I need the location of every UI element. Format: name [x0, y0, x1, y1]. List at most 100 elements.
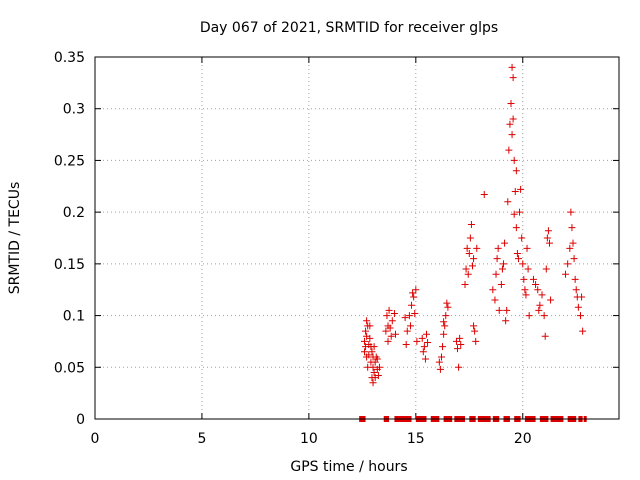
data-point: [521, 286, 529, 294]
data-point: [421, 355, 429, 363]
data-point: [420, 343, 428, 351]
data-point: [519, 260, 527, 268]
data-point: [512, 224, 520, 232]
data-point: [520, 275, 528, 283]
data-point: [442, 312, 450, 320]
data-point: [374, 372, 382, 380]
data-point: [409, 289, 417, 297]
data-point: [461, 281, 469, 289]
data-point: [466, 234, 474, 242]
data-point: [512, 167, 520, 175]
grid-lines: [95, 57, 619, 419]
data-point: [473, 244, 481, 252]
data-point: [513, 250, 521, 258]
data-point: [494, 244, 502, 252]
data-point: [454, 345, 462, 353]
data-point: [369, 379, 377, 387]
data-point: [413, 337, 421, 345]
data-point: [386, 324, 394, 332]
data-point: [360, 348, 368, 356]
data-point: [500, 260, 508, 268]
data-point: [368, 348, 376, 356]
data-point: [538, 291, 546, 299]
data-point: [455, 363, 463, 371]
data-point: [383, 312, 391, 320]
data-point: [562, 270, 570, 278]
data-point: [547, 296, 555, 304]
data-point: [439, 343, 447, 351]
data-point: [419, 348, 427, 356]
y-tick-label: 0.1: [63, 309, 85, 325]
data-point: [507, 100, 515, 108]
data-point: [535, 306, 543, 314]
data-point: [366, 334, 374, 342]
data-point: [403, 327, 411, 335]
data-point: [510, 156, 518, 164]
data-point: [571, 275, 579, 283]
data-point: [518, 234, 526, 242]
data-point: [491, 296, 499, 304]
data-point: [366, 322, 374, 330]
data-point: [574, 303, 582, 311]
data-point: [501, 239, 509, 247]
y-tick-label: 0: [76, 412, 85, 428]
data-point: [572, 286, 580, 294]
data-point: [532, 281, 540, 289]
y-tick-label: 0.3: [63, 102, 85, 118]
data-point: [472, 337, 480, 345]
x-tick-label: 20: [514, 431, 532, 447]
data-point: [542, 265, 550, 273]
data-point: [412, 286, 420, 294]
data-point: [570, 255, 578, 263]
data-point: [509, 74, 517, 82]
data-point: [579, 327, 587, 335]
data-point: [534, 286, 542, 294]
x-tick-label: 5: [197, 431, 206, 447]
data-point: [462, 265, 470, 273]
data-point: [408, 301, 416, 309]
data-point: [508, 63, 516, 71]
data-point: [436, 365, 444, 373]
data-point: [509, 115, 517, 123]
data-point: [360, 337, 368, 345]
data-point: [390, 310, 398, 318]
data-point: [465, 250, 473, 258]
data-point: [411, 310, 419, 318]
data-point: [492, 270, 500, 278]
data-point: [504, 198, 512, 206]
data-point: [523, 244, 531, 252]
data-point: [410, 293, 418, 301]
data-point: [567, 208, 575, 216]
data-point: [545, 239, 553, 247]
data-point: [405, 312, 413, 320]
data-point: [568, 224, 576, 232]
y-tick-label: 0.2: [63, 205, 85, 221]
data-point: [401, 314, 409, 322]
data-point: [370, 368, 378, 376]
data-point: [441, 322, 449, 330]
data-point: [544, 227, 552, 235]
data-point: [463, 244, 471, 252]
data-point: [525, 312, 533, 320]
data-point: [495, 306, 503, 314]
data-point: [517, 185, 525, 193]
data-point: [536, 301, 544, 309]
data-point: [564, 260, 572, 268]
data-point: [540, 312, 548, 320]
data-point: [522, 291, 530, 299]
data-point: [382, 327, 390, 335]
data-point: [506, 120, 514, 128]
data-point: [569, 239, 577, 247]
data-point: [384, 337, 392, 345]
data-point: [440, 318, 448, 326]
axis-ticks: 0 0.05 0.1 0.15 0.2 0.25 0.3 0.35 0 5 10 15 20: [54, 50, 619, 447]
data-point: [489, 286, 497, 294]
data-point: [508, 131, 516, 139]
data-point: [480, 191, 488, 199]
data-point: [524, 265, 532, 273]
data-point: [498, 265, 506, 273]
data-point: [424, 338, 432, 346]
x-tick-label: 0: [91, 431, 100, 447]
data-point: [471, 327, 479, 335]
data-point: [470, 255, 478, 263]
